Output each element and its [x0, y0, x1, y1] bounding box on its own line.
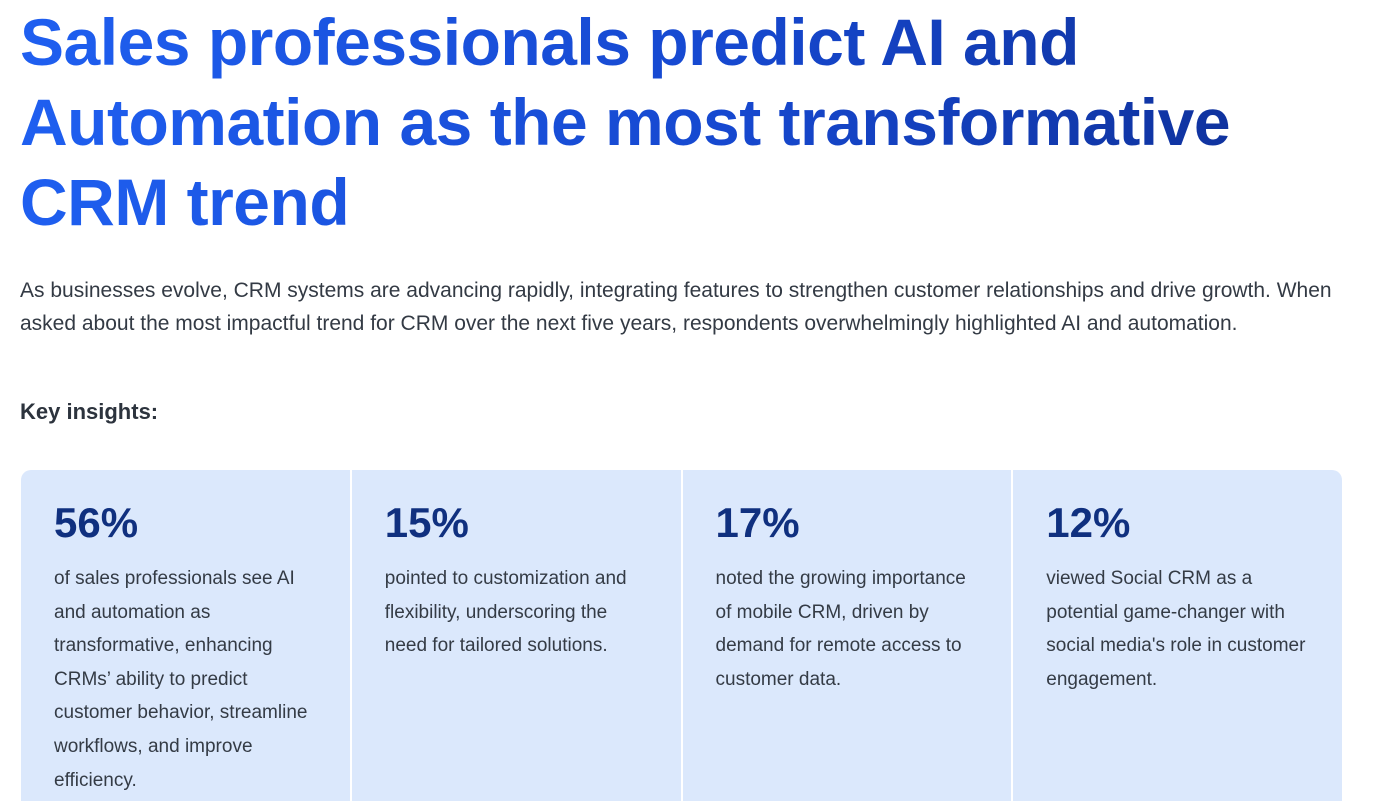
key-insights-heading: Key insights: — [20, 399, 159, 424]
insight-card-customization: 15% pointed to customization and flexibi… — [351, 470, 683, 801]
insight-stat: 17% — [715, 499, 800, 546]
insight-description: pointed to customization and flexibility… — [384, 568, 627, 657]
insight-description: noted the growing importance of mobile C… — [715, 568, 966, 690]
intro-paragraph: As businesses evolve, CRM systems are ad… — [20, 279, 1332, 335]
insight-stat: 12% — [1046, 499, 1131, 546]
insight-card-social-crm: 12% viewed Social CRM as a potential gam… — [1013, 470, 1342, 801]
insight-card-mobile-crm: 17% noted the growing importance of mobi… — [682, 470, 1014, 801]
insights-cards: 56% of sales professionals see AI and au… — [21, 470, 1342, 801]
page-title: Sales professionals predict AI and Autom… — [20, 0, 1320, 242]
insight-description: of sales professionals see AI and automa… — [54, 568, 308, 791]
insight-stat: 56% — [54, 499, 139, 546]
insight-card-ai-automation: 56% of sales professionals see AI and au… — [21, 470, 352, 801]
insight-stat: 15% — [384, 499, 469, 546]
article-section: Sales professionals predict AI and Autom… — [20, 0, 1354, 801]
insight-description: viewed Social CRM as a potential game-ch… — [1046, 568, 1306, 690]
